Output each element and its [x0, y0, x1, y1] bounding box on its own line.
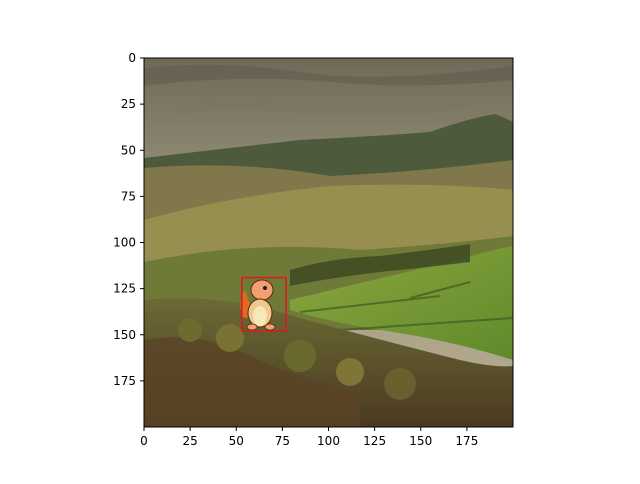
y-tick-label: 50: [121, 143, 136, 157]
y-tick-label: 75: [121, 189, 136, 203]
bounding-box: [241, 276, 287, 332]
shrub: [284, 340, 316, 372]
y-axis-ticks: 0 25 50 75 100 125 150 175: [113, 51, 144, 388]
cloud-band: [144, 64, 513, 86]
cartoon-sprite: [240, 279, 276, 331]
x-tick-label: 75: [275, 434, 290, 448]
sprite-foot: [264, 323, 276, 331]
shrub: [336, 358, 364, 386]
shrub: [178, 318, 202, 342]
x-tick-label: 0: [140, 434, 148, 448]
y-tick-label: 100: [113, 236, 136, 250]
shrub: [384, 368, 416, 400]
cloud-band: [180, 96, 470, 115]
x-tick-label: 150: [409, 434, 432, 448]
y-tick-label: 25: [121, 97, 136, 111]
tree-line: [290, 244, 470, 286]
x-axis-ticks: 0 25 50 75 100 125 150 175: [140, 427, 478, 448]
sprite-foot: [246, 323, 258, 331]
field-walls: [299, 281, 513, 331]
x-tick-label: 25: [182, 434, 197, 448]
y-tick-label: 150: [113, 328, 136, 342]
y-tick-label: 175: [113, 374, 136, 388]
x-tick-label: 100: [317, 434, 340, 448]
sprite-head: [250, 279, 274, 301]
x-tick-label: 50: [229, 434, 244, 448]
y-tick-label: 0: [128, 51, 136, 65]
green-fields: [290, 246, 513, 360]
foreground-heather: [144, 337, 360, 427]
y-tick-label: 125: [113, 282, 136, 296]
shrub: [216, 324, 244, 352]
sprite-belly: [253, 306, 267, 326]
x-tick-label: 125: [363, 434, 386, 448]
landscape-image: [144, 58, 513, 427]
sprite-eye: [263, 286, 267, 290]
x-tick-label: 175: [455, 434, 478, 448]
